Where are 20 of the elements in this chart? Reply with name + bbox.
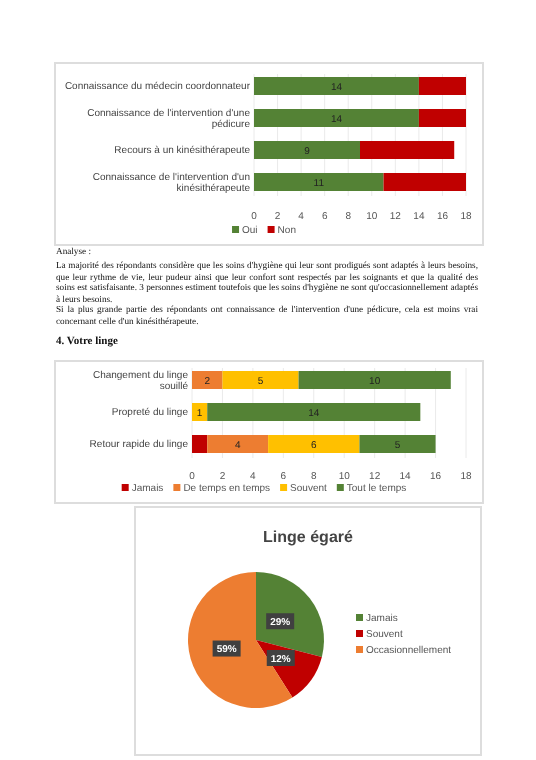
- bar: [222, 371, 299, 389]
- bar: [360, 141, 455, 159]
- pie-slice: [256, 572, 324, 657]
- pie-slice: [188, 572, 293, 708]
- chart-title: Linge égaré: [263, 528, 354, 546]
- bar: [254, 141, 360, 159]
- bar: [192, 435, 208, 453]
- bar: [207, 435, 269, 453]
- bar: [254, 173, 384, 191]
- bar: [192, 403, 208, 421]
- bar: [268, 435, 360, 453]
- bar: [192, 371, 223, 389]
- bar: [298, 371, 451, 389]
- bar: [254, 77, 419, 95]
- bar: [418, 109, 466, 127]
- bar: [359, 435, 436, 453]
- bar: [383, 173, 466, 191]
- bar: [207, 403, 421, 421]
- bar: [254, 109, 419, 127]
- bar: [418, 77, 466, 95]
